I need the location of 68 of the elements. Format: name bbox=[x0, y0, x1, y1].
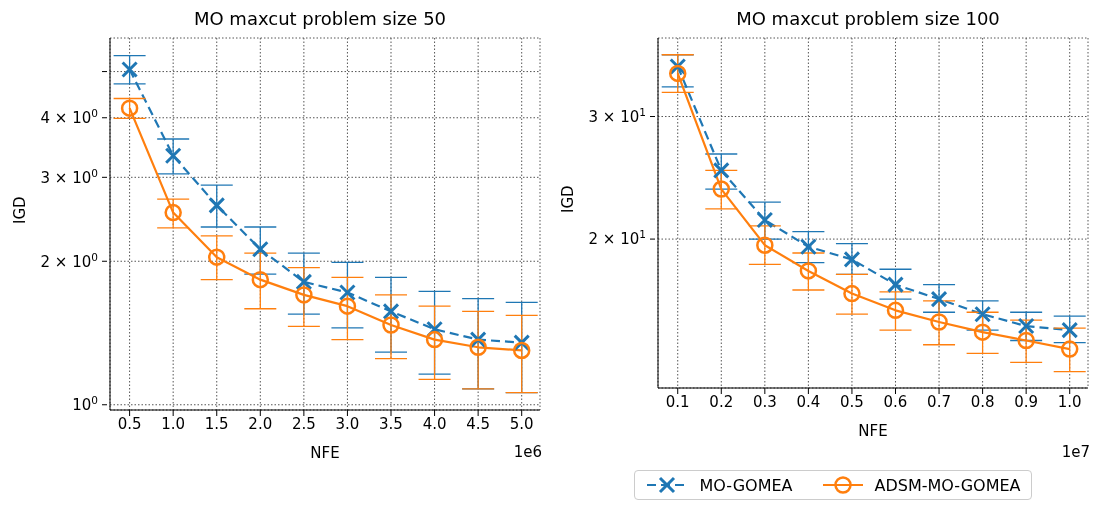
point bbox=[756, 236, 774, 254]
point bbox=[974, 305, 992, 323]
point bbox=[120, 99, 139, 117]
y-tick-label: 3 × 10$^{0}$ bbox=[40, 166, 98, 187]
point bbox=[207, 248, 226, 266]
x-tick-label: 0.6 bbox=[883, 392, 908, 411]
x-tick-label: 4.5 bbox=[466, 414, 491, 433]
x-axis-title: NFE bbox=[858, 422, 888, 440]
point bbox=[164, 147, 182, 165]
y-axis-title: IGD bbox=[559, 185, 578, 213]
point bbox=[121, 61, 139, 78]
x-tick-label: 2.5 bbox=[291, 414, 316, 433]
x-tick-label: 0.2 bbox=[709, 392, 734, 411]
x-tick-label: 0.8 bbox=[970, 392, 995, 411]
point bbox=[712, 180, 731, 198]
point bbox=[843, 284, 861, 303]
point bbox=[930, 290, 948, 308]
x-tick-label: 4.0 bbox=[422, 414, 447, 433]
point bbox=[668, 64, 687, 83]
x-tick-label: 3.0 bbox=[335, 414, 360, 433]
point bbox=[886, 301, 905, 320]
x-tick-label: 0.9 bbox=[1014, 392, 1039, 411]
point bbox=[251, 270, 270, 289]
y-tick-label: 2 × 10$^{1}$ bbox=[588, 228, 646, 249]
point bbox=[469, 338, 487, 357]
x-tick-label: 0.5 bbox=[840, 392, 864, 411]
y-tick-label: 4 × 10$^{0}$ bbox=[40, 107, 98, 128]
x-tick-label: 1.0 bbox=[1057, 392, 1082, 411]
y-axis-title: IGD bbox=[11, 196, 30, 224]
point bbox=[164, 203, 182, 222]
text: 1e7 bbox=[1061, 443, 1090, 461]
point bbox=[887, 276, 904, 294]
point bbox=[799, 262, 818, 280]
legend-label: MO-GOMEA bbox=[699, 475, 793, 495]
point bbox=[712, 161, 730, 179]
point bbox=[1017, 331, 1035, 350]
point bbox=[756, 211, 774, 229]
point bbox=[338, 297, 357, 315]
x-tick-label: 1.5 bbox=[204, 414, 229, 433]
point bbox=[1061, 321, 1079, 339]
point bbox=[382, 316, 400, 334]
y-tick-label: 2 × 10$^{0}$ bbox=[40, 250, 98, 271]
x-axis-title: NFE bbox=[310, 444, 340, 462]
x-tick-label: 0.3 bbox=[752, 392, 777, 411]
x-tick-label: 0.1 bbox=[665, 392, 690, 411]
x-tick-label: 0.5 bbox=[117, 414, 142, 433]
x-tick-label: 5.0 bbox=[509, 414, 534, 433]
y-tick-label: 3 × 10$^{1}$ bbox=[588, 105, 646, 126]
text: 1e6 bbox=[513, 443, 542, 461]
x-tick-label: 0.7 bbox=[927, 392, 951, 411]
point bbox=[843, 250, 861, 268]
point bbox=[930, 313, 948, 331]
point bbox=[1060, 340, 1079, 358]
point bbox=[425, 330, 444, 349]
point bbox=[799, 238, 817, 256]
x-tick-label: 0.4 bbox=[796, 392, 821, 411]
point bbox=[251, 240, 269, 258]
legend-label: ADSM-MO-GOMEA bbox=[874, 475, 1021, 495]
x-tick-label: 2.0 bbox=[248, 414, 273, 433]
point bbox=[512, 341, 531, 360]
point bbox=[295, 286, 313, 304]
point bbox=[973, 323, 992, 341]
x-tick-label: 1.0 bbox=[161, 414, 186, 433]
y-tick-label: 10$^{0}$ bbox=[72, 394, 98, 415]
point bbox=[208, 196, 226, 214]
x-tick-label: 3.5 bbox=[379, 414, 403, 433]
chart-title: MO maxcut problem size 100 bbox=[735, 8, 1001, 29]
chart-title: MO maxcut problem size 50 bbox=[192, 8, 448, 29]
